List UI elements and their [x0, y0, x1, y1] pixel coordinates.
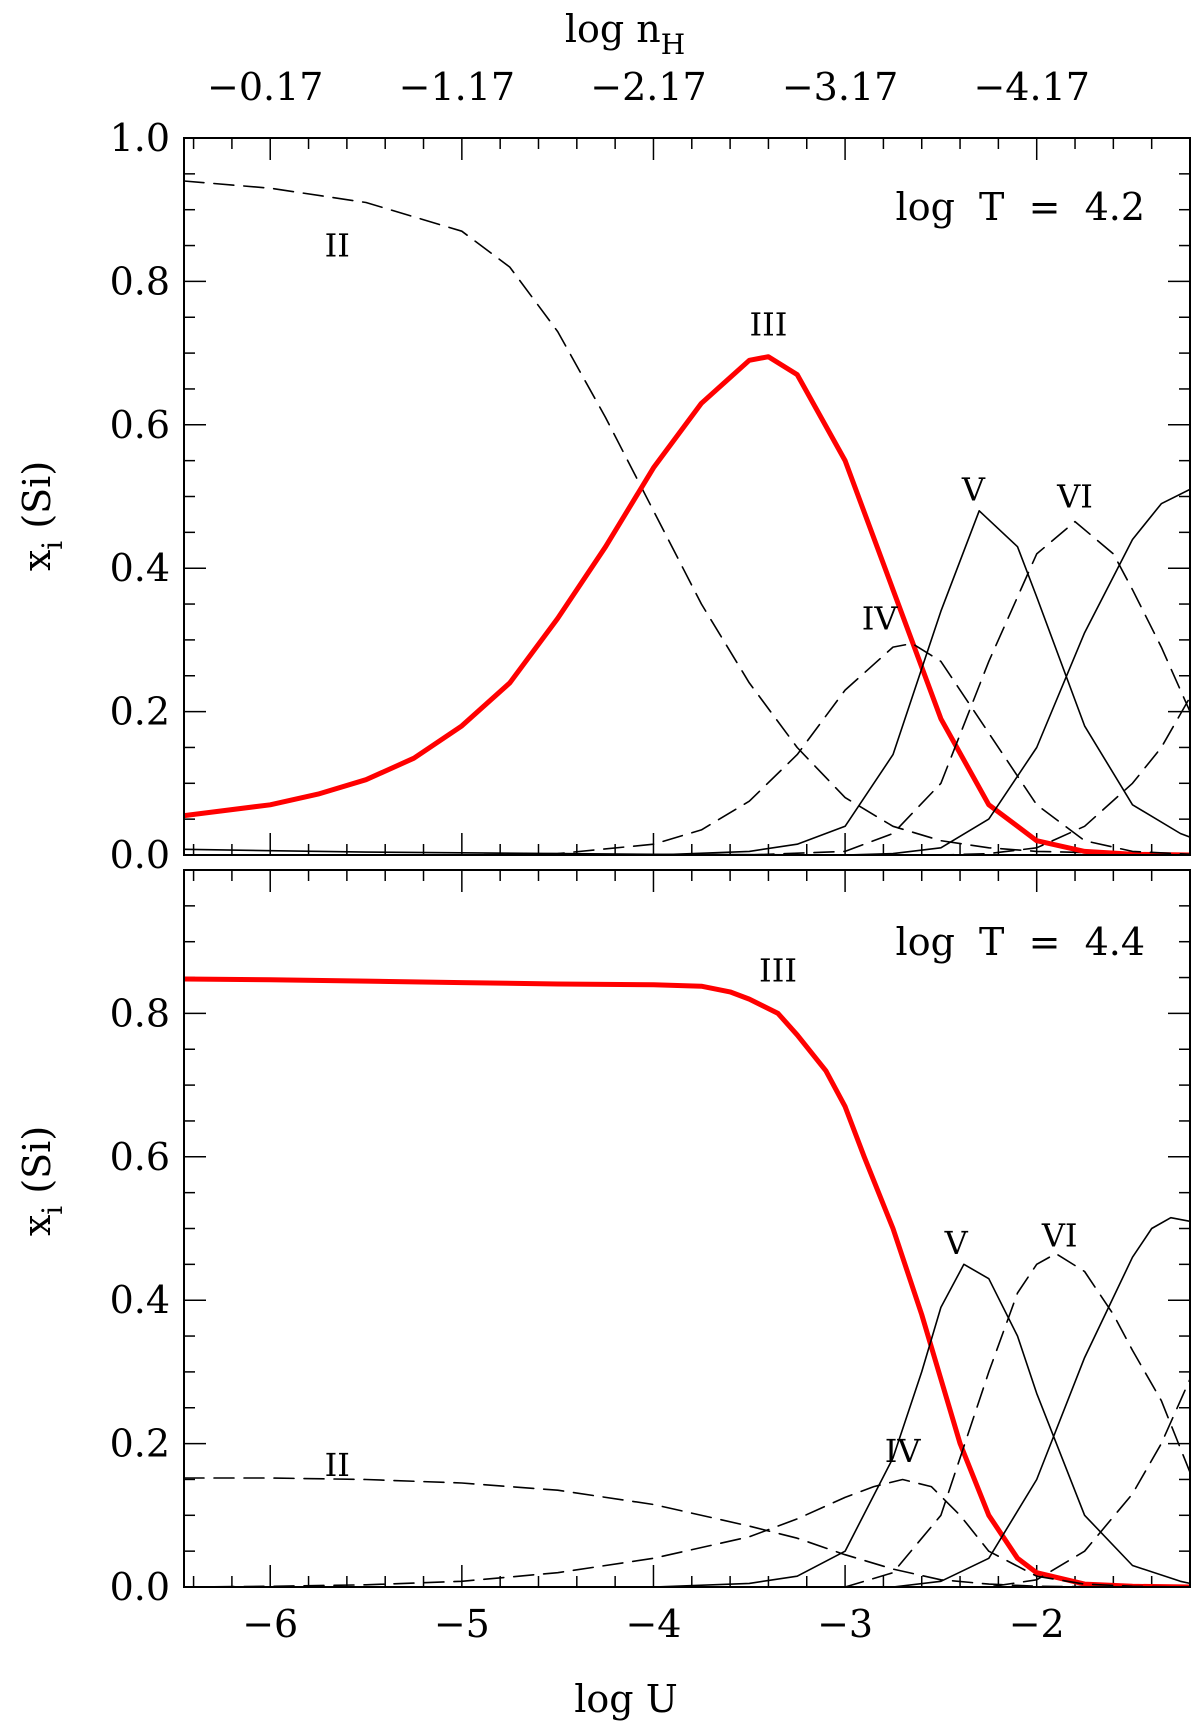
bottom-y-tick-label: 0.6	[110, 1135, 170, 1179]
bottom-series-label-III: III	[759, 951, 797, 989]
top-top-axis-tick-label: −2.17	[590, 65, 706, 109]
top-panel-y-axis-title: xi (Si)	[15, 461, 69, 571]
top-y-tick-label: 0.0	[110, 833, 170, 877]
bottom-series-VII	[184, 1216, 1190, 1587]
top-series-label-IV: IV	[862, 599, 899, 637]
top-plot-frame	[183, 137, 1191, 856]
top-series-label-V: V	[961, 470, 986, 508]
top-y-tick-label: 1.0	[110, 116, 170, 160]
bottom-series-label-VI: VI	[1041, 1217, 1078, 1255]
top-y-tick-label: 0.8	[110, 259, 170, 303]
bottom-y-tick-label: 0.2	[110, 1422, 170, 1466]
bottom-series-VI	[184, 1252, 1190, 1587]
top-series-VI	[184, 520, 1190, 855]
top-top-axis-tick-label: −1.17	[399, 65, 515, 109]
top-top-axis-tick-label: −4.17	[973, 65, 1089, 109]
top-series-label-III: III	[749, 305, 787, 343]
bottom-y-tick-label: 0.8	[110, 991, 170, 1035]
bottom-series-VIII	[184, 1378, 1190, 1587]
top-panel-temperature-label: log T = 4.2	[896, 185, 1145, 229]
top-y-tick-label: 0.4	[110, 546, 170, 590]
bottom-x-axis-title: log U	[574, 1677, 677, 1721]
bottom-series-III	[184, 976, 1190, 1587]
bottom-panel-temperature-label: log T = 4.4	[896, 920, 1145, 964]
top-axis-title: log nH	[565, 7, 685, 61]
top-series-label-II: II	[325, 227, 350, 265]
bottom-series-IV	[184, 1478, 1190, 1587]
bottom-y-tick-label: 0.4	[110, 1278, 170, 1322]
bottom-x-tick-label: −6	[242, 1602, 298, 1646]
bottom-panel-y-axis-title: xi (Si)	[15, 1126, 69, 1236]
top-series-label-VI: VI	[1056, 478, 1093, 516]
top-y-tick-label: 0.2	[110, 690, 170, 734]
bottom-series-V	[184, 1263, 1190, 1587]
bottom-x-tick-label: −5	[434, 1602, 490, 1646]
bottom-plot-frame	[183, 869, 1191, 1588]
top-series-IV	[184, 642, 1190, 855]
bottom-y-tick-label: 0.0	[110, 1565, 170, 1609]
bottom-x-tick-label: −4	[625, 1602, 681, 1646]
top-y-tick-label: 0.6	[110, 403, 170, 447]
bottom-x-tick-label: −2	[1009, 1602, 1065, 1646]
top-top-axis-tick-label: −3.17	[782, 65, 898, 109]
bottom-series-label-II: II	[325, 1446, 350, 1484]
bottom-series-label-V: V	[944, 1224, 969, 1262]
top-series-III	[184, 354, 1190, 855]
top-series-V	[184, 510, 1190, 855]
top-top-axis-tick-label: −0.17	[207, 65, 323, 109]
top-panel: 0.0 0.2 0.4 0.6 0.8 1.0 −0.17 −1.17 −2.17 −3.17 −4…	[110, 65, 1191, 877]
bottom-x-tick-label: −3	[817, 1602, 873, 1646]
bottom-series-II	[184, 1477, 1190, 1587]
